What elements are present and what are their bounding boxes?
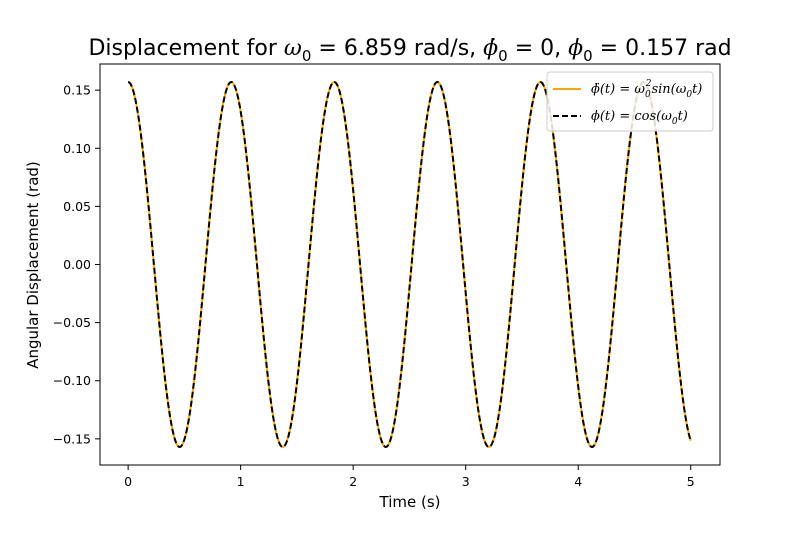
y-tick-label: 0.00 bbox=[63, 257, 91, 272]
series-line-phi-ddot bbox=[127, 80, 692, 449]
title-omega-value: 6.859 rad/s, bbox=[344, 36, 483, 61]
chart-title: Displacement for ω0 = 6.859 rad/s, ϕ̇0 =… bbox=[88, 36, 731, 65]
x-tick-label: 2 bbox=[349, 474, 357, 489]
y-tick-label: −0.05 bbox=[53, 315, 91, 330]
x-tick-label: 3 bbox=[462, 474, 470, 489]
x-tick-label: 1 bbox=[237, 474, 245, 489]
legend-box bbox=[546, 71, 714, 132]
y-tick-label: 0.15 bbox=[63, 83, 91, 98]
x-tick-label: 4 bbox=[574, 474, 582, 489]
y-tick-label: −0.15 bbox=[53, 431, 91, 446]
y-tick-label: 0.10 bbox=[63, 141, 91, 156]
x-axis-ticks: 0 1 2 3 4 5 bbox=[124, 465, 695, 489]
x-axis-label: Time (s) bbox=[379, 493, 441, 511]
y-axis-label: Angular Displacement (rad) bbox=[24, 161, 42, 369]
y-tick-label: 0.05 bbox=[63, 199, 91, 214]
title-phi-equals: = 0.157 rad bbox=[593, 36, 732, 61]
legend-label-phi-ddot: ϕ̈(t) = ω02sin(ω0t) bbox=[591, 79, 702, 100]
series-line-phi bbox=[127, 80, 692, 449]
x-tick-label: 0 bbox=[124, 474, 132, 489]
legend: ϕ̈(t) = ω02sin(ω0t) ϕ(t) = cos(ω0t) bbox=[546, 71, 714, 132]
legend-label-phi: ϕ(t) = cos(ω0t) bbox=[591, 109, 688, 127]
title-phidot-symbol: ϕ̇ bbox=[483, 36, 498, 61]
title-prefix: Displacement for bbox=[88, 36, 283, 61]
title-phi-symbol: ϕ bbox=[568, 36, 583, 61]
title-phi-subscript: 0 bbox=[583, 47, 593, 65]
x-tick-label: 5 bbox=[687, 474, 695, 489]
title-omega-subscript: 0 bbox=[302, 47, 312, 65]
y-tick-label: −0.10 bbox=[53, 373, 91, 388]
title-phidot-equals: = 0, bbox=[508, 36, 568, 61]
y-axis-ticks: −0.15 −0.10 −0.05 0.00 0.05 0.10 0.15 bbox=[53, 83, 100, 446]
title-omega-equals: = bbox=[311, 36, 343, 61]
title-omega-symbol: ω bbox=[284, 36, 302, 61]
title-phidot-subscript: 0 bbox=[498, 47, 508, 65]
